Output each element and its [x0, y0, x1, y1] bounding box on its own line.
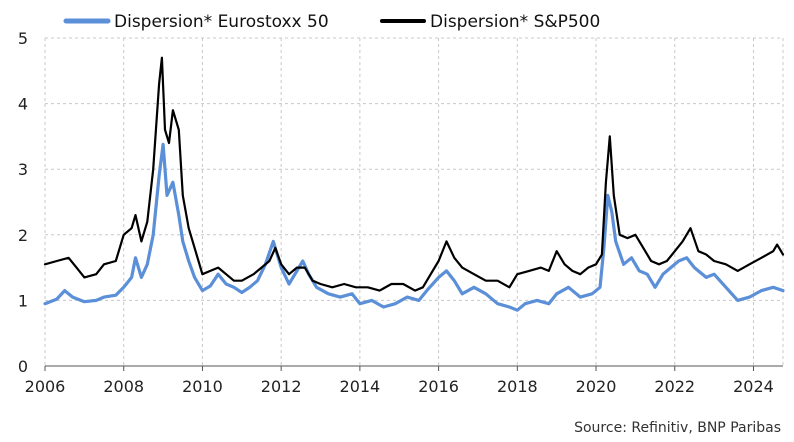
y-tick-label-0: 0: [18, 357, 28, 376]
x-tick-label-2010: 2010: [182, 377, 223, 396]
series-line-eurostoxx: [43, 142, 785, 312]
x-tick-label-2018: 2018: [497, 377, 538, 396]
x-tick-label-2014: 2014: [340, 377, 381, 396]
series-line-sp500: [43, 56, 785, 292]
y-tick-label-5: 5: [18, 29, 28, 48]
y-tick-label-2: 2: [18, 226, 28, 245]
y-tick-label-1: 1: [18, 291, 28, 310]
legend-label-sp500: Dispersion* S&P500: [430, 12, 600, 32]
x-tick-label-2008: 2008: [103, 377, 144, 396]
series-layer: [43, 56, 785, 312]
x-tick-label-2020: 2020: [576, 377, 617, 396]
x-tick-label-2006: 2006: [25, 377, 66, 396]
legend-label-eurostoxx: Dispersion* Eurostoxx 50: [114, 12, 329, 32]
legend: Dispersion* Eurostoxx 50 Dispersion* S&P…: [63, 12, 600, 32]
y-tick-label-4: 4: [18, 95, 28, 114]
x-axis-ticks: 2006 2008 2010 2012 2014 2016 2018 2020 2022 2024: [25, 366, 774, 396]
y-axis-ticks: 0 1 2 3 4 5: [18, 29, 28, 376]
grid: [44, 37, 784, 366]
x-tick-label-2022: 2022: [654, 377, 695, 396]
x-tick-label-2012: 2012: [261, 377, 302, 396]
x-tick-label-2024: 2024: [733, 377, 774, 396]
y-tick-label-3: 3: [18, 160, 28, 179]
source-note: Source: Refinitiv, BNP Paribas: [574, 420, 781, 436]
x-tick-label-2016: 2016: [418, 377, 459, 396]
